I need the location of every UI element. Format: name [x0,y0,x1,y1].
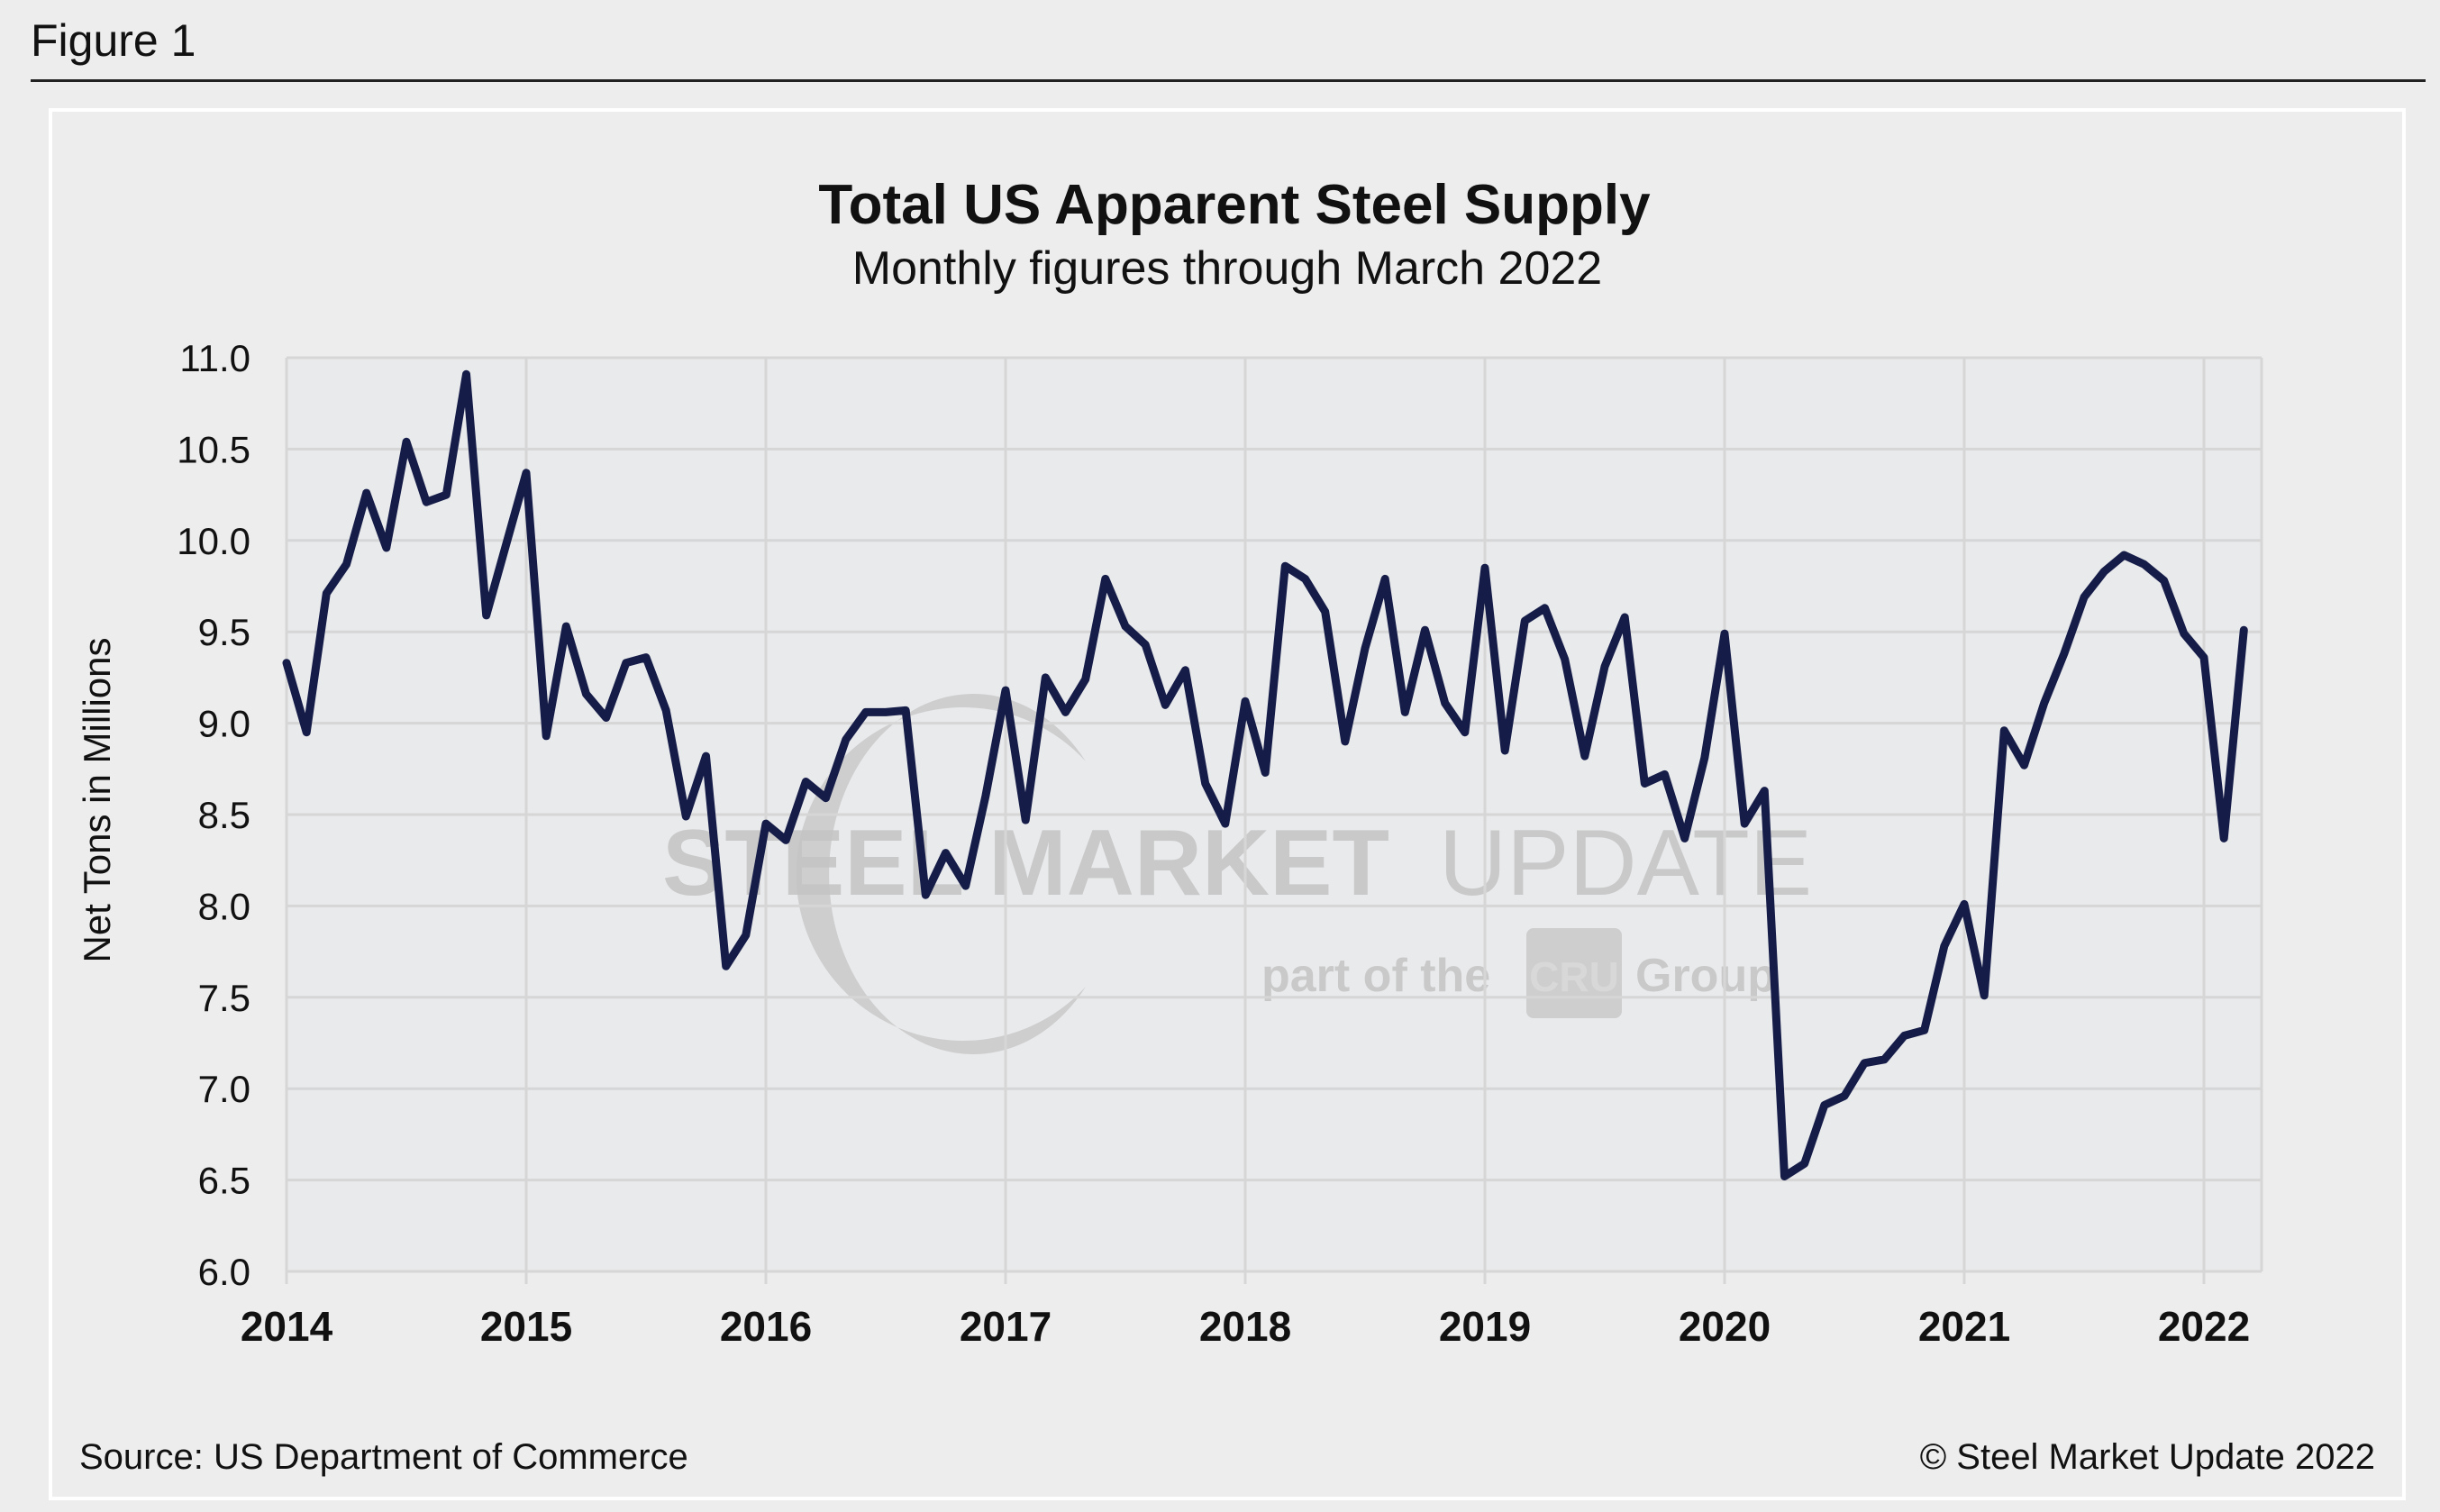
cru-logo-icon [1526,928,1622,1018]
figure-label: Figure 1 [31,15,196,66]
chart-title: Total US Apparent Steel Supply [818,174,1651,236]
y-tick-label: 11.0 [179,337,250,379]
figure-divider [31,79,2426,82]
y-tick-label: 10.5 [177,428,250,470]
y-tick-label: 8.5 [198,794,250,836]
y-tick-label: 6.5 [198,1160,250,1202]
watermark-group-text: Group [1635,950,1776,1002]
y-tick-label: 9.0 [198,703,250,745]
y-tick-label: 10.0 [177,520,250,562]
watermark-tagline: part of the [1261,950,1490,1002]
series-layer [282,369,2248,1180]
x-tick-label: 2019 [1439,1303,1531,1350]
y-tick-labels: 6.0 6.5 7.0 7.5 8.0 8.5 9.0 9.5 10.0 10.5 11.0 [177,337,250,1293]
y-tick-label: 7.5 [198,977,250,1019]
x-tick-label: 2016 [720,1303,812,1350]
x-tick-label: 2020 [1679,1303,1771,1350]
x-tick-labels: 2014 2015 2016 2017 2018 2019 2020 2021 2022 [241,1303,2250,1350]
watermark-swoosh-icon [796,694,1086,1054]
y-tick-label: 7.0 [198,1068,250,1110]
x-tick-label: 2022 [2158,1303,2250,1350]
watermark-brand-light: UPDATE [1439,811,1812,915]
y-tick-label: 8.0 [198,885,250,927]
x-tick-label: 2021 [1918,1303,2010,1350]
x-tick-label: 2017 [960,1303,1052,1350]
y-axis-label: Net Tons in Millions [76,637,118,962]
watermark-brand-bold: STEEL MARKET [662,811,1389,915]
cru-logo-text: CRU [1529,953,1619,1000]
gridlines [285,356,2263,1284]
source-note: Source: US Department of Commerce [79,1437,688,1477]
watermark: STEEL MARKET UPDATE part of the CRU Group [662,694,1812,1054]
x-tick-label: 2018 [1199,1303,1291,1350]
x-tick-label: 2014 [241,1303,333,1350]
y-tick-label: 9.5 [198,611,250,653]
y-tick-label: 6.0 [198,1251,250,1293]
chart-subtitle: Monthly figures through March 2022 [852,242,1602,295]
x-tick-label: 2015 [480,1303,572,1350]
copyright-note: © Steel Market Update 2022 [1920,1437,2375,1477]
